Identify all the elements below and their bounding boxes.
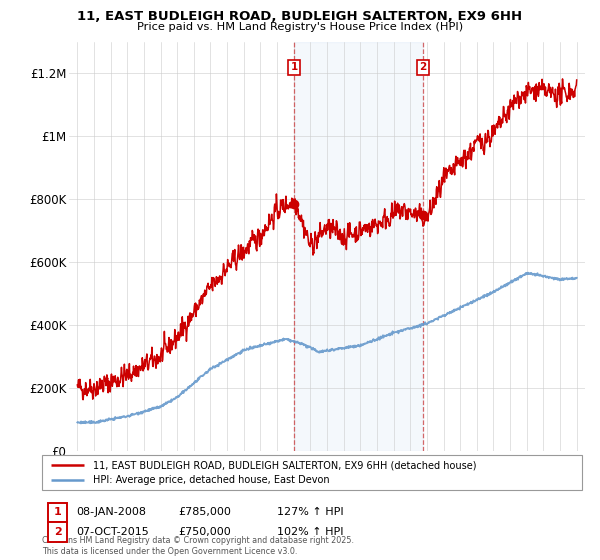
Text: 08-JAN-2008: 08-JAN-2008 (76, 507, 146, 517)
Text: 07-OCT-2015: 07-OCT-2015 (76, 527, 149, 537)
Text: £785,000: £785,000 (178, 507, 231, 517)
Text: 2: 2 (419, 62, 427, 72)
Text: 11, EAST BUDLEIGH ROAD, BUDLEIGH SALTERTON, EX9 6HH (detached house): 11, EAST BUDLEIGH ROAD, BUDLEIGH SALTERT… (93, 460, 476, 470)
Text: 1: 1 (54, 507, 61, 517)
Text: 127% ↑ HPI: 127% ↑ HPI (277, 507, 344, 517)
Text: £750,000: £750,000 (178, 527, 231, 537)
Bar (294, 42, 423, 451)
Text: HPI: Average price, detached house, East Devon: HPI: Average price, detached house, East… (93, 475, 329, 486)
Text: 102% ↑ HPI: 102% ↑ HPI (277, 527, 344, 537)
Text: 11, EAST BUDLEIGH ROAD, BUDLEIGH SALTERTON, EX9 6HH: 11, EAST BUDLEIGH ROAD, BUDLEIGH SALTERT… (77, 10, 523, 23)
Text: Contains HM Land Registry data © Crown copyright and database right 2025.
This d: Contains HM Land Registry data © Crown c… (42, 536, 354, 556)
Text: Price paid vs. HM Land Registry's House Price Index (HPI): Price paid vs. HM Land Registry's House … (137, 22, 463, 32)
Text: 1: 1 (290, 62, 298, 72)
Text: 2: 2 (54, 527, 61, 537)
